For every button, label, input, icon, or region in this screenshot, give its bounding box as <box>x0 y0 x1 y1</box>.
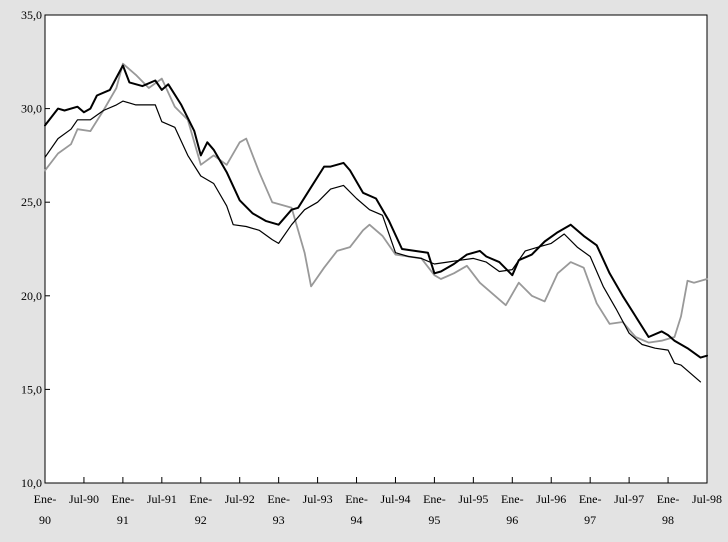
y-axis: 10,0 15,0 20,0 25,0 30,0 35,0 <box>21 8 50 490</box>
x-tick-label: Jul-97 <box>614 492 644 506</box>
x-tick-label: Jul-98 <box>692 492 722 506</box>
x-tick-label: Ene- <box>267 492 290 506</box>
x-tick-label: Jul-96 <box>536 492 566 506</box>
y-tick-label: 25,0 <box>21 195 42 209</box>
x-tick-label-year: 91 <box>117 513 129 527</box>
x-tick-label-year: 95 <box>428 513 440 527</box>
x-tick-label-year: 94 <box>351 513 363 527</box>
x-tick-label: Ene- <box>189 492 212 506</box>
plot-area <box>44 14 708 484</box>
x-tick-label: Jul-91 <box>147 492 177 506</box>
series-lines <box>44 62 708 383</box>
x-tick-label-year: 97 <box>584 513 596 527</box>
x-tick-label: Jul-93 <box>303 492 333 506</box>
x-tick-label: Ene- <box>657 492 680 506</box>
x-tick-label: Ene- <box>34 492 57 506</box>
series-line-1 <box>44 64 708 359</box>
y-tick-label: 15,0 <box>21 382 42 396</box>
x-tick-label: Ene- <box>501 492 524 506</box>
y-tick-label: 10,0 <box>21 476 42 490</box>
x-tick-label: Ene- <box>345 492 368 506</box>
x-tick-label: Jul-95 <box>458 492 488 506</box>
x-tick-label-year: 93 <box>273 513 285 527</box>
x-tick-label-year: 98 <box>662 513 674 527</box>
series-line-3 <box>44 62 708 344</box>
x-tick-label: Ene- <box>112 492 135 506</box>
y-tick-label: 20,0 <box>21 289 42 303</box>
x-tick-label: Jul-92 <box>225 492 255 506</box>
x-tick-label-year: 92 <box>195 513 207 527</box>
x-tick-label-year: 96 <box>506 513 518 527</box>
x-tick-label: Ene- <box>423 492 446 506</box>
x-tick-label: Jul-90 <box>69 492 99 506</box>
y-tick-label: 35,0 <box>21 8 42 22</box>
x-tick-label-year: 90 <box>39 513 51 527</box>
y-tick-label: 30,0 <box>21 102 42 116</box>
x-tick-label: Jul-94 <box>380 492 410 506</box>
x-tick-label: Ene- <box>579 492 602 506</box>
x-axis: Ene- 90 Jul-90 Ene- 91 Jul-91 Ene- 92 Jul-92 Ene-… <box>34 477 722 527</box>
series-line-2 <box>44 100 702 383</box>
